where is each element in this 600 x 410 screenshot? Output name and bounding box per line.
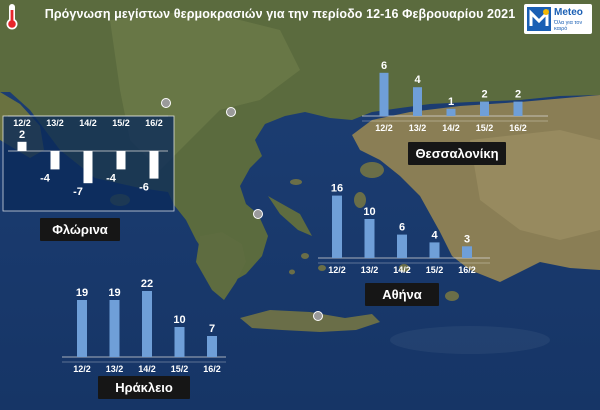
chart-bar [174, 327, 185, 357]
chart-bar [462, 246, 472, 258]
data-label: 10 [363, 206, 375, 218]
chart-bar [413, 87, 422, 116]
data-label: 10 [173, 314, 185, 326]
data-label: -6 [139, 182, 149, 194]
data-label: 4 [431, 229, 438, 241]
meteo-logo: Meteo Όλα για τον καιρό [524, 4, 592, 34]
chart-bar [77, 300, 87, 357]
tick-label: 15/2 [476, 123, 494, 133]
tick-label: 14/2 [393, 265, 411, 275]
tick-label: 16/2 [203, 364, 221, 374]
logo-name: Meteo [554, 7, 583, 18]
cyclades-island [289, 269, 295, 275]
data-label: 16 [331, 183, 343, 195]
lesvos-island [360, 162, 384, 178]
chart-bar [364, 219, 375, 258]
city-label-thessaloniki: Θεσσαλονίκη [408, 142, 506, 165]
chart-bar [397, 234, 407, 258]
cloud-wisp [390, 326, 550, 354]
data-label: 1 [448, 96, 454, 108]
tick-label: 13/2 [361, 265, 379, 275]
thermometer-icon [6, 4, 18, 30]
tick-label: 14/2 [442, 123, 460, 133]
chart-bar [446, 108, 456, 116]
data-label: 7 [209, 323, 215, 335]
city-label-athens: Αθήνα [365, 283, 439, 306]
page-title: Πρόγνωση μεγίστων θερμοκρασιών για την π… [44, 7, 516, 21]
chart-bar [379, 72, 389, 116]
city-label-heraklion: Ηράκλειο [98, 376, 190, 399]
tick-label: 13/2 [46, 118, 64, 128]
data-label: 3 [464, 233, 470, 245]
chart-bar [83, 151, 93, 184]
data-label: -4 [40, 172, 51, 184]
rhodes-island [445, 291, 459, 301]
city-label-florina: Φλώρινα [40, 218, 120, 241]
data-label: 2 [515, 89, 521, 101]
heraklion-chart: 19 12/2 19 13/2 22 14/2 10 15/2 7 16/2 [62, 278, 226, 374]
chart-bar [142, 291, 152, 357]
tick-label: 16/2 [509, 123, 527, 133]
skyros-island [290, 179, 302, 185]
chart-bar [17, 141, 27, 151]
tick-label: 14/2 [79, 118, 97, 128]
dodecanese-island [399, 264, 409, 272]
crete-island [240, 310, 380, 332]
chart-bar [513, 101, 523, 116]
chart-bar [429, 242, 440, 258]
thessaloniki-chart: 6 12/2 4 13/2 1 14/2 2 15/2 2 16/2 [362, 60, 548, 133]
tick-label: 15/2 [171, 364, 189, 374]
tick-label: 14/2 [138, 364, 156, 374]
heraklion-marker [313, 311, 323, 321]
chart-bar [480, 101, 489, 116]
data-label: 6 [399, 222, 405, 234]
euboea-island [268, 196, 312, 236]
tick-label: 16/2 [145, 118, 163, 128]
cyclades-island [318, 265, 326, 271]
logo-tagline: Όλα για τον καιρό [554, 20, 583, 32]
data-label: 4 [414, 74, 421, 86]
chart-bar [116, 151, 126, 170]
tick-label: 12/2 [13, 118, 31, 128]
florina-marker [161, 98, 171, 108]
data-label: 19 [108, 287, 120, 299]
tick-label: 12/2 [328, 265, 346, 275]
tick-label: 12/2 [375, 123, 393, 133]
tick-label: 12/2 [73, 364, 91, 374]
data-label: -7 [73, 186, 83, 198]
tick-label: 15/2 [112, 118, 130, 128]
data-label: -4 [106, 172, 117, 184]
chart-bar [109, 300, 120, 357]
data-label: 6 [381, 60, 387, 72]
cyclades-island [301, 253, 309, 259]
florina-chart: 212/2 -4 13/2 -7 14/2 -4 15/2 -6 16/2 [8, 115, 168, 198]
chart-bar [332, 195, 342, 258]
peloponnese-landmass [196, 232, 246, 300]
tick-label: 15/2 [426, 265, 444, 275]
meteo-logo-icon [527, 7, 551, 31]
data-label: 2 [19, 129, 25, 141]
chart-bar [207, 336, 217, 357]
chios-island [354, 192, 366, 208]
athens-chart: 16 12/2 10 13/2 6 14/2 4 15/2 3 16/2 [318, 183, 490, 275]
data-label: 22 [141, 278, 153, 290]
data-label: 19 [76, 287, 88, 299]
thessaloniki-marker [226, 107, 236, 117]
data-label: 2 [481, 89, 487, 101]
tick-label: 16/2 [458, 265, 476, 275]
athens-marker [253, 209, 263, 219]
tick-label: 13/2 [106, 364, 124, 374]
chart-bar [50, 151, 60, 170]
chart-bar [149, 151, 159, 179]
tick-label: 13/2 [409, 123, 427, 133]
